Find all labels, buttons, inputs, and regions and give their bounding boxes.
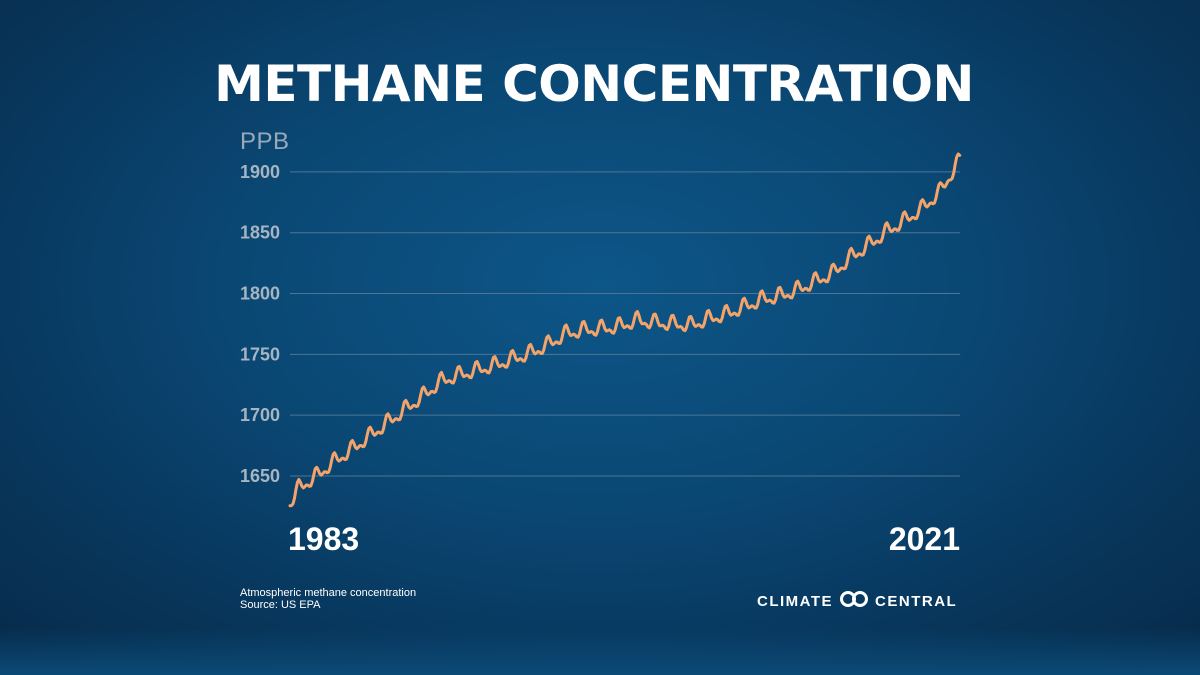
series-line-methane [288, 152, 962, 508]
y-tick-label-1850: 1850 [240, 223, 280, 243]
chart-title: METHANE CONCENTRATION [214, 55, 974, 113]
logo-word-central: CENTRAL [875, 592, 958, 610]
x-tick-label-1983: 1983 [288, 521, 359, 557]
caption-source: Source: US EPA [240, 599, 321, 611]
y-tick-label-1650: 1650 [240, 466, 280, 486]
logo-rings-icon [839, 590, 869, 612]
series-group [288, 152, 962, 508]
y-tick-labels: 1650 1700 1750 1800 1850 1900 [240, 162, 280, 486]
y-tick-label-1750: 1750 [240, 344, 280, 364]
bottom-band [0, 628, 1200, 675]
y-tick-label-1700: 1700 [240, 405, 280, 425]
x-tick-labels: 1983 2021 [288, 521, 960, 557]
y-tick-label-1800: 1800 [240, 284, 280, 304]
climate-central-logo: CLIMATE CENTRAL [757, 590, 967, 612]
gridlines [290, 171, 960, 477]
chart-caption: Atmospheric methane concentration Source… [240, 587, 416, 611]
y-axis-unit-label: PPB [240, 128, 290, 155]
logo-word-climate: CLIMATE [757, 592, 834, 610]
caption-description: Atmospheric methane concentration [240, 587, 417, 599]
x-tick-label-2021: 2021 [889, 521, 960, 557]
y-tick-label-1900: 1900 [240, 162, 280, 182]
